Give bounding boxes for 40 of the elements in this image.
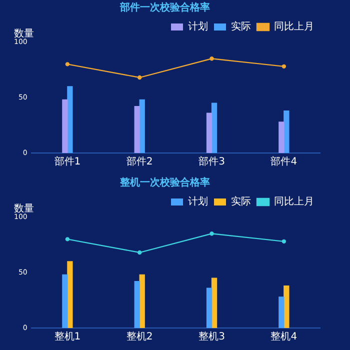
point — [65, 62, 70, 66]
x-tick-label: 部件4 — [270, 156, 298, 168]
y-axis-title: 数量 — [14, 204, 34, 215]
x-tick-label: 整机1 — [54, 330, 81, 343]
bar — [211, 278, 218, 328]
legend-label: 实际 — [231, 20, 251, 33]
bar — [211, 102, 218, 153]
bar — [134, 106, 140, 153]
chart-title: 部件一次校验合格率 — [119, 2, 210, 14]
legend-label: 同比上月 — [274, 196, 314, 208]
x-tick-label: 部件2 — [126, 156, 153, 168]
x-tick-label: 整机4 — [270, 330, 298, 343]
x-tick-label: 部件3 — [198, 156, 225, 168]
bar — [206, 112, 212, 153]
bar — [62, 274, 68, 328]
x-tick-label: 部件1 — [54, 156, 81, 168]
legend-label: 计划 — [188, 20, 208, 33]
x-tick-label: 整机3 — [198, 330, 225, 343]
legend-label: 实际 — [231, 196, 251, 208]
point — [282, 239, 286, 244]
chart-title: 整机一次校验合格率 — [119, 176, 210, 189]
point — [210, 232, 214, 236]
bar — [284, 285, 290, 328]
bar — [62, 99, 68, 153]
point — [282, 64, 286, 69]
point — [138, 75, 142, 80]
bar — [206, 288, 212, 328]
x-tick-label: 整机2 — [126, 330, 153, 343]
point — [138, 250, 142, 255]
y-axis-title: 数量 — [14, 28, 34, 40]
bar — [284, 110, 290, 153]
point — [210, 56, 214, 61]
legend-label: 同比上月 — [274, 20, 314, 33]
legend-label: 计划 — [188, 196, 208, 208]
bar — [134, 281, 140, 328]
bar — [278, 296, 284, 328]
bar — [67, 86, 73, 153]
bar — [67, 261, 73, 328]
point — [65, 237, 70, 242]
bar — [278, 122, 284, 153]
